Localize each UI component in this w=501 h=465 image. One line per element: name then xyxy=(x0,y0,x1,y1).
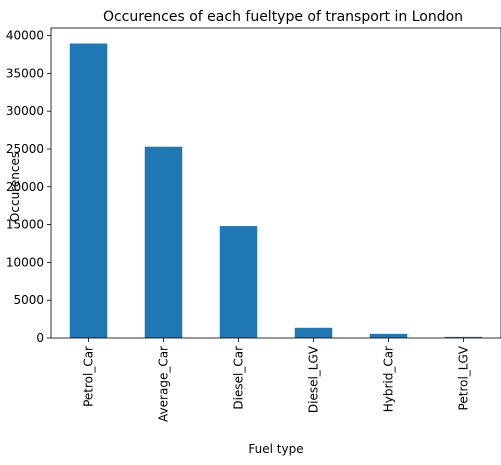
x-tick-label: Diesel_Car xyxy=(232,346,246,410)
x-axis-ticks: Petrol_Car Average_Car Diesel_Car Diesel_LG… xyxy=(82,338,471,422)
y-tick-label: 30000 xyxy=(6,104,44,118)
y-tick-label: 0 xyxy=(36,331,44,345)
y-tick-label: 40000 xyxy=(6,29,44,43)
y-tick-label: 5000 xyxy=(13,293,44,307)
y-tick-label: 10000 xyxy=(6,255,44,269)
x-tick-label: Hybrid_Car xyxy=(382,346,396,412)
y-tick-label: 25000 xyxy=(6,142,44,156)
bar-petrol-lgv xyxy=(444,336,483,338)
x-tick-label: Average_Car xyxy=(157,346,171,422)
x-tick-label: Petrol_LGV xyxy=(457,345,471,410)
bar-petrol-car xyxy=(69,43,108,338)
bars-layer xyxy=(69,43,483,338)
x-axis-label: Fuel type xyxy=(248,442,303,456)
bar-hybrid-car xyxy=(369,333,408,338)
chart-title: Occurences of each fueltype of transport… xyxy=(103,9,463,25)
x-tick-label: Diesel_LGV xyxy=(307,345,321,413)
x-tick-label: Petrol_Car xyxy=(82,346,96,407)
y-tick-label: 35000 xyxy=(6,66,44,80)
bar-diesel-car xyxy=(219,226,258,338)
plot-frame xyxy=(50,27,501,339)
y-axis-ticks: 0 5000 10000 15000 20000 25000 30000 35000 40000 xyxy=(6,29,51,345)
y-axis-label: Occurences xyxy=(8,152,22,222)
bar-average-car xyxy=(144,146,183,338)
y-tick-label: 20000 xyxy=(6,180,44,194)
bar-diesel-lgv xyxy=(294,327,333,338)
y-tick-label: 15000 xyxy=(6,218,44,232)
